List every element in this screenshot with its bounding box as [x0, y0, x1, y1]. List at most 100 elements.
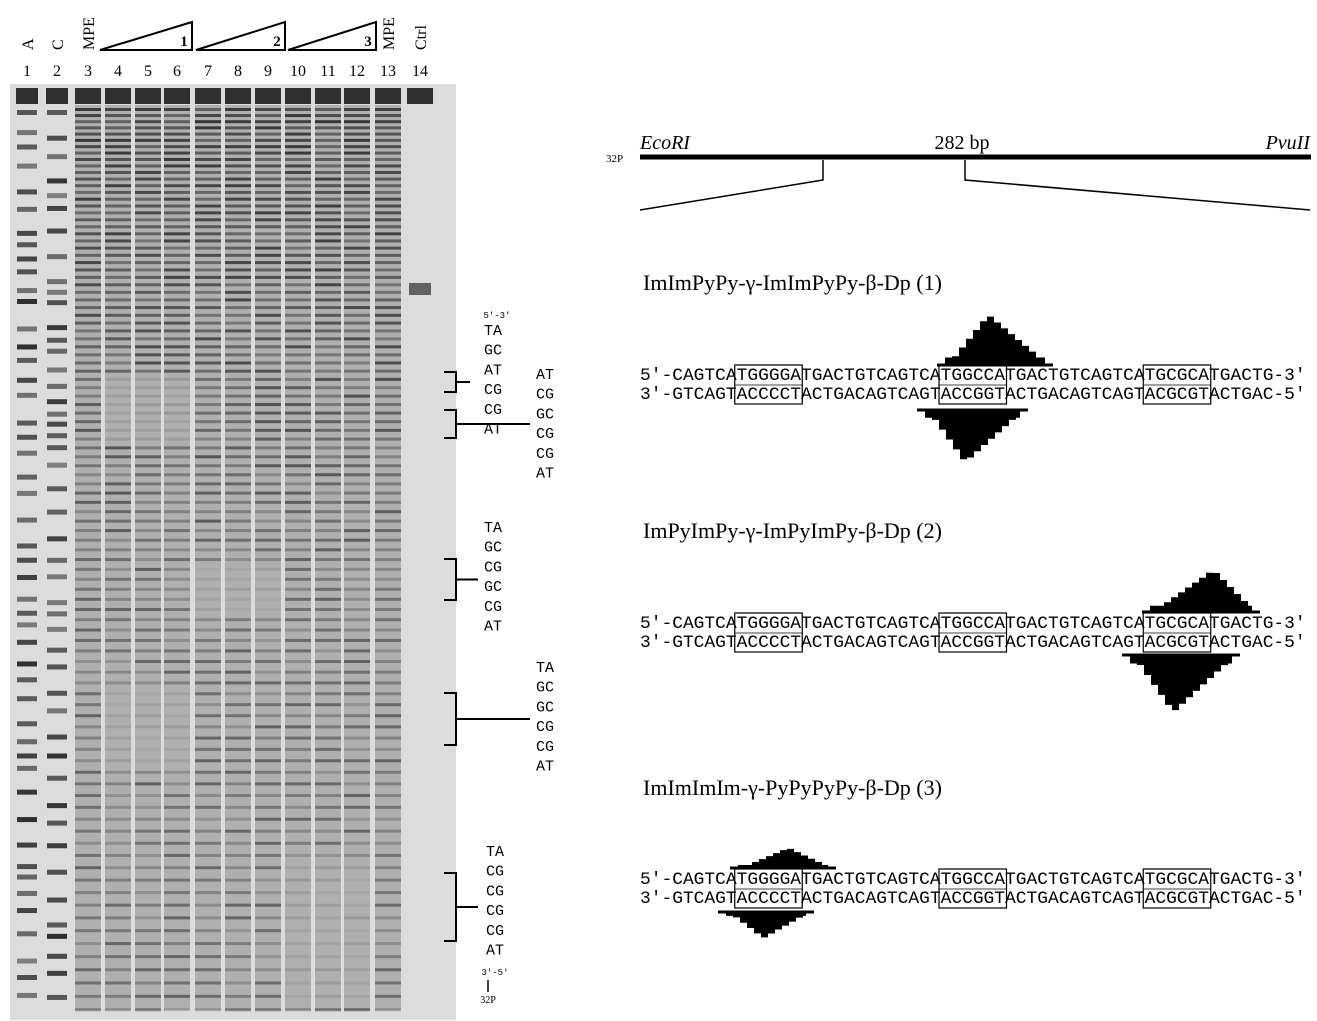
gel-band: [17, 434, 37, 440]
gel-band: [47, 953, 67, 959]
gel-band: [75, 455, 101, 459]
gel-band: [225, 714, 251, 718]
gel-band: [135, 968, 161, 972]
gel-band: [285, 138, 311, 142]
gel-band: [375, 794, 401, 798]
gel-band: [105, 369, 131, 373]
gel-band: [195, 681, 221, 685]
gel-band: [195, 853, 221, 857]
gel-band: [255, 782, 281, 786]
gel-band: [225, 411, 251, 415]
gel-band: [47, 647, 67, 653]
gel-band: [135, 692, 161, 696]
gel-band: [47, 626, 67, 632]
gel-band: [315, 321, 341, 325]
gel-band: [105, 628, 131, 632]
gel-band: [255, 138, 281, 142]
gel-band: [344, 548, 370, 552]
gel-band: [195, 968, 221, 972]
gel-band: [225, 403, 251, 407]
gel-band: [344, 197, 370, 201]
gel-band: [17, 661, 37, 667]
gel-band: [285, 841, 311, 845]
gel-band: [135, 618, 161, 622]
gel-band: [255, 567, 281, 571]
gel-band: [164, 464, 190, 468]
gel-band: [75, 225, 101, 229]
gel-band: [105, 261, 131, 265]
gel-band: [225, 903, 251, 907]
gel-band: [225, 482, 251, 486]
gel-band: [75, 197, 101, 201]
gel-band: [164, 253, 190, 257]
gel-band: [47, 970, 67, 976]
gel-band: [105, 420, 131, 424]
gel-band: [75, 437, 101, 441]
gel-band: [344, 313, 370, 317]
gel-band: [75, 1008, 101, 1012]
gel-band: [285, 329, 311, 333]
gel-band: [315, 747, 341, 751]
gel-band: [344, 386, 370, 390]
gel-band: [195, 891, 221, 895]
base-pair: AT: [484, 422, 502, 439]
gel-band: [75, 411, 101, 415]
gel-band: [17, 543, 37, 549]
gel-band: [375, 345, 401, 349]
gel-band: [375, 829, 401, 833]
lane-number: 9: [264, 63, 272, 80]
gel-band: [375, 638, 401, 642]
gel-band: [47, 433, 67, 439]
gel-band: [344, 903, 370, 907]
gel-band: [47, 803, 67, 809]
titration-triangle: [99, 20, 193, 51]
gel-band: [135, 759, 161, 763]
gel-band: [135, 253, 161, 257]
gel-band: [195, 759, 221, 763]
gel-band: [285, 736, 311, 740]
gel-band: [135, 157, 161, 161]
gel-band: [75, 184, 101, 188]
gel-band: [47, 600, 67, 606]
radiolabel: 32P: [606, 153, 623, 165]
gel-band: [225, 597, 251, 601]
gel-band: [17, 206, 37, 212]
gel-band: [105, 253, 131, 257]
gel-band: [105, 268, 131, 272]
gel-band: [225, 981, 251, 985]
gel-band: [285, 345, 311, 349]
gel-band: [344, 955, 370, 959]
footprint-base: [730, 866, 836, 870]
titration-label: 1: [180, 34, 188, 50]
gel-band: [225, 386, 251, 390]
lane-number: 7: [204, 63, 212, 80]
gel-band: [255, 184, 281, 188]
gel-band: [344, 321, 370, 325]
gel-band: [164, 500, 190, 504]
gel-band: [225, 353, 251, 357]
footprint-base: [718, 910, 814, 914]
gel-band: [75, 275, 101, 279]
gel-band: [255, 411, 281, 415]
gel-band: [47, 399, 67, 405]
gel-band: [47, 933, 67, 939]
lane-header: Ctrl: [413, 25, 430, 50]
gel-band: [164, 955, 190, 959]
gel-band: [105, 638, 131, 642]
gel-band: [105, 587, 131, 591]
gel-band: [135, 437, 161, 441]
gel-band: [105, 132, 131, 136]
gel-band: [315, 681, 341, 685]
gel-band: [105, 548, 131, 552]
gel-band: [344, 275, 370, 279]
gel-band: [225, 473, 251, 477]
lane-number: 3: [84, 63, 92, 80]
gel-band: [164, 703, 190, 707]
gel-band: [164, 428, 190, 432]
gel-band: [285, 204, 311, 208]
gel-band: [195, 455, 221, 459]
gel-band: [255, 725, 281, 729]
gel-band: [255, 829, 281, 833]
gel-band: [315, 420, 341, 424]
titration-label: 3: [364, 34, 372, 50]
